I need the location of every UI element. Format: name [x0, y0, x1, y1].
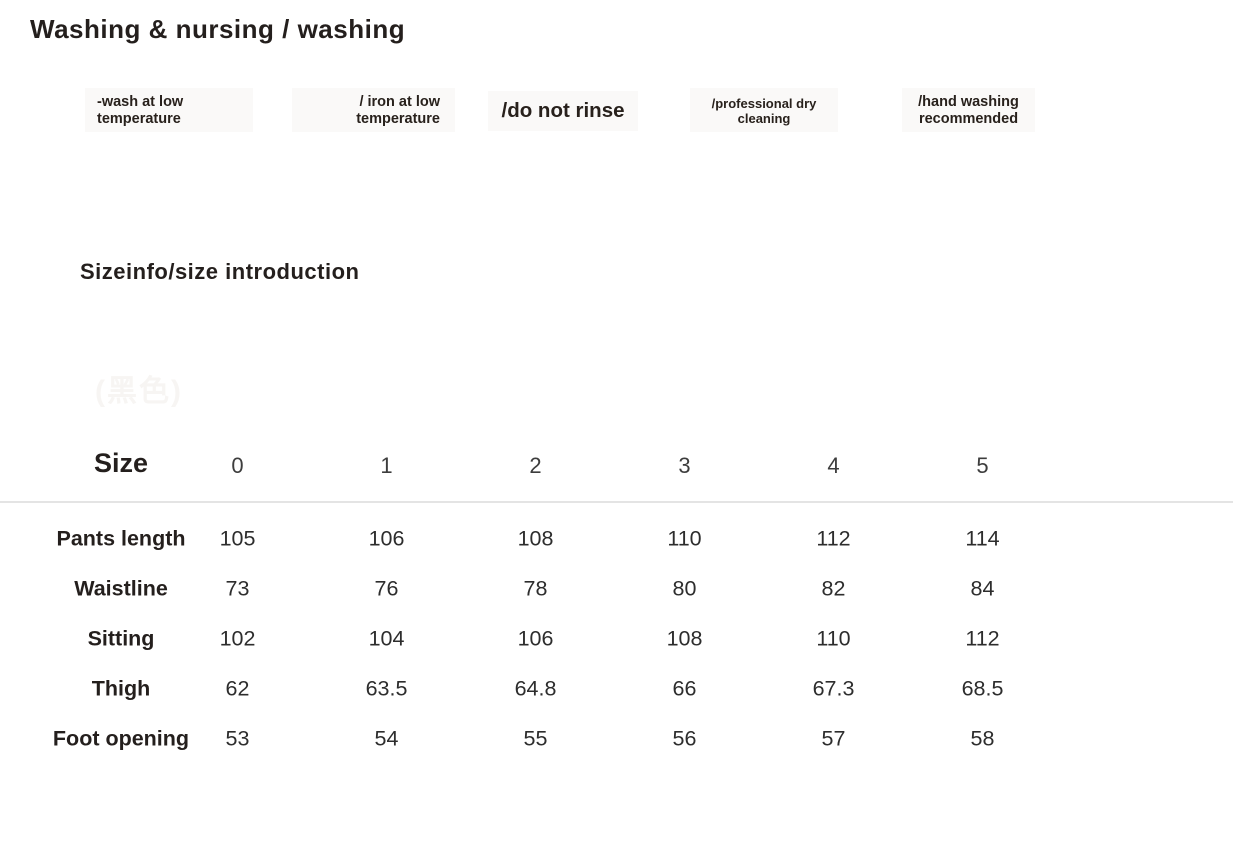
- size-table-column-headers: 0 1 2 3 4 5: [163, 453, 1057, 479]
- measurement-value: 53: [225, 726, 250, 751]
- size-column-header: 2: [529, 453, 542, 478]
- measurement-value: 108: [517, 526, 554, 551]
- measurement-value: 54: [374, 726, 399, 751]
- measurement-value: 57: [821, 726, 846, 751]
- measurement-value: 110: [816, 626, 851, 651]
- row-values: 53 54 55 56 57 58: [163, 727, 1057, 752]
- faint-color-note: (黑色): [95, 375, 183, 408]
- measurement-value: 67.3: [812, 676, 855, 701]
- table-row: Pants length 105 106 108 110 112 114: [0, 514, 1233, 564]
- row-values: 62 63.5 64.8 66 67.3 68.5: [163, 677, 1057, 702]
- table-row: Waistline 73 76 78 80 82 84: [0, 564, 1233, 614]
- measurement-value: 110: [667, 526, 702, 551]
- measurement-value: 73: [225, 576, 250, 601]
- care-instruction-label: /do not rinse: [488, 91, 638, 131]
- measurement-value: 112: [816, 526, 851, 551]
- measurement-value: 63.5: [365, 676, 408, 701]
- measurement-value: 106: [368, 526, 405, 551]
- measurement-value: 108: [666, 626, 703, 651]
- size-column-header: 5: [976, 453, 989, 478]
- row-values: 105 106 108 110 112 114: [163, 527, 1057, 552]
- size-table-header-label: Size: [93, 448, 149, 478]
- measurement-value: 58: [970, 726, 995, 751]
- measurement-value: 80: [672, 576, 697, 601]
- care-instruction-label: / iron at low temperature: [292, 88, 455, 132]
- measurement-value: 76: [374, 576, 399, 601]
- care-instruction-label: -wash at low temperature: [85, 88, 253, 132]
- measurement-value: 66: [672, 676, 697, 701]
- measurement-value: 102: [219, 626, 256, 651]
- size-table-body: Pants length 105 106 108 110 112 114 Waistline 7…: [0, 503, 1233, 764]
- measurement-value: 106: [517, 626, 554, 651]
- table-row: Thigh 62 63.5 64.8 66 67.3 68.5: [0, 664, 1233, 714]
- measurement-value: 82: [821, 576, 846, 601]
- care-instruction-label: /professional dry cleaning: [690, 88, 838, 132]
- measurement-value: 112: [965, 626, 1000, 651]
- table-row: Sitting 102 104 106 108 110 112: [0, 614, 1233, 664]
- row-values: 73 76 78 80 82 84: [163, 577, 1057, 602]
- measurement-value: 62: [225, 676, 250, 701]
- row-label: Thigh: [91, 676, 151, 701]
- row-label: Waistline: [74, 576, 168, 601]
- row-label: Foot opening: [52, 726, 190, 751]
- measurement-value: 114: [965, 526, 1000, 551]
- measurement-value: 68.5: [961, 676, 1004, 701]
- measurement-value: 55: [523, 726, 548, 751]
- measurement-value: 64.8: [514, 676, 557, 701]
- care-instructions-row: -wash at low temperature / iron at low te…: [0, 84, 1233, 136]
- row-label: Pants length: [56, 526, 186, 551]
- size-column-header: 1: [380, 453, 393, 478]
- size-column-header: 3: [678, 453, 691, 478]
- size-column-header: 4: [827, 453, 840, 478]
- table-header-divider: [0, 501, 1233, 503]
- row-label: Sitting: [87, 626, 155, 651]
- measurement-value: 105: [219, 526, 256, 551]
- table-row: Foot opening 53 54 55 56 57 58: [0, 714, 1233, 764]
- size-column-header: 0: [231, 453, 244, 478]
- care-instruction-label: /hand washing recommended: [902, 88, 1035, 132]
- measurement-value: 56: [672, 726, 697, 751]
- measurement-value: 78: [523, 576, 548, 601]
- measurement-value: 84: [970, 576, 995, 601]
- size-section-title: Sizeinfo/size introduction: [80, 259, 360, 284]
- row-values: 102 104 106 108 110 112: [163, 627, 1057, 652]
- washing-section-title: Washing & nursing / washing: [30, 14, 406, 44]
- measurement-value: 104: [368, 626, 405, 651]
- size-table-header-row: Size 0 1 2 3 4 5: [0, 440, 1233, 501]
